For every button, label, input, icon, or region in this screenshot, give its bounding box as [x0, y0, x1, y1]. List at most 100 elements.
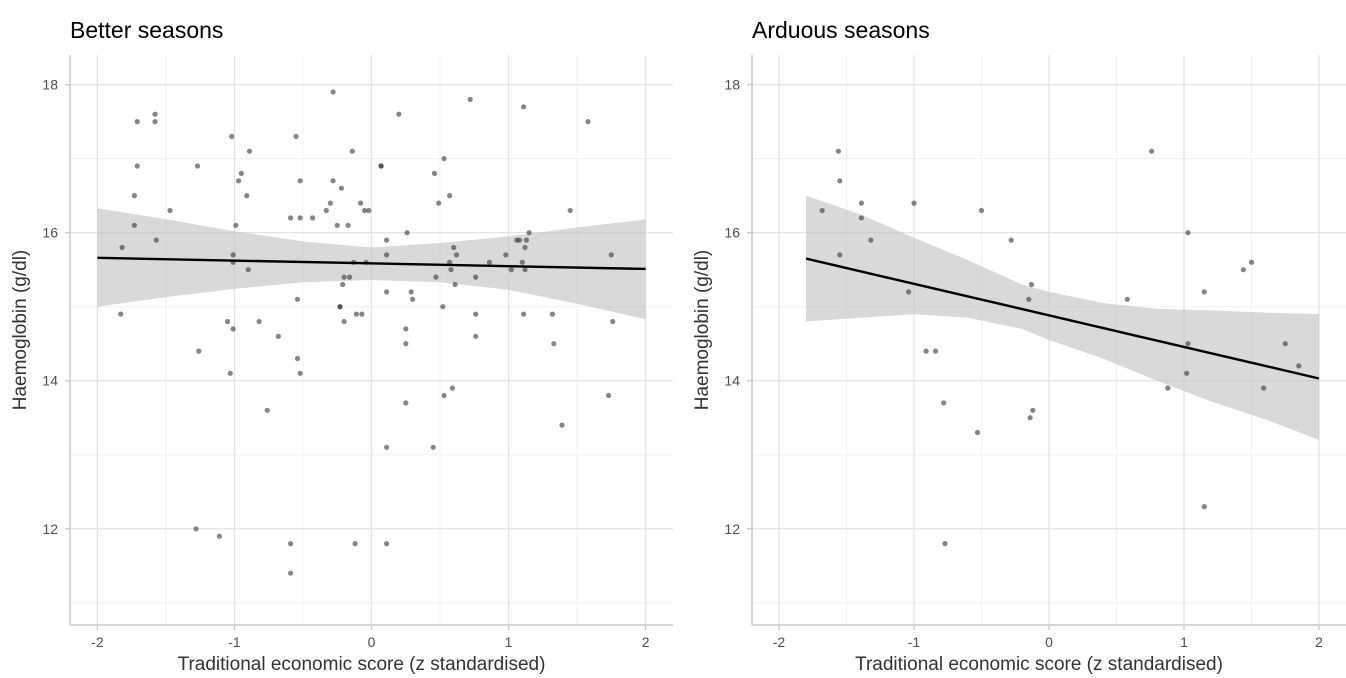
data-point [1030, 407, 1036, 413]
data-point [288, 215, 294, 221]
data-point [1008, 237, 1014, 243]
data-point [933, 348, 939, 354]
data-point [246, 148, 253, 154]
y-axis-title: Haemoglobin (g/dl) [692, 250, 713, 411]
data-point [227, 370, 233, 376]
panel-title: Better seasons [70, 17, 223, 43]
data-point [384, 252, 390, 258]
data-point [131, 222, 137, 228]
data-point [345, 222, 351, 228]
data-point [522, 244, 528, 251]
x-tick-label: 2 [642, 634, 650, 650]
data-point [297, 215, 303, 221]
data-point [194, 163, 201, 169]
data-point [334, 222, 340, 228]
data-point [134, 163, 140, 169]
data-point [486, 259, 492, 265]
data-point [403, 400, 409, 406]
data-point [152, 111, 158, 117]
data-point [1201, 289, 1207, 295]
data-point [297, 178, 303, 184]
data-point [119, 244, 125, 251]
x-tick-label: 0 [368, 634, 376, 650]
panel-title: Arduous seasons [752, 17, 930, 43]
data-point [288, 541, 294, 547]
data-point [244, 193, 250, 199]
data-point [1185, 230, 1191, 236]
data-point [519, 259, 525, 265]
data-point [396, 111, 402, 117]
data-point [1185, 341, 1191, 347]
data-point [353, 311, 359, 317]
data-point [225, 318, 231, 325]
data-point [337, 304, 343, 310]
data-point [410, 296, 416, 302]
data-point [447, 193, 453, 199]
data-point [431, 170, 438, 176]
x-tick-label: 1 [1180, 634, 1188, 650]
data-point [567, 207, 573, 214]
data-point [408, 289, 414, 295]
data-point [338, 185, 344, 191]
y-axis-title: Haemoglobin (g/dl) [10, 250, 31, 411]
data-point [403, 341, 409, 347]
data-point [448, 267, 454, 273]
x-axis-title: Traditional economic score (z standardis… [178, 654, 546, 675]
data-point [357, 200, 364, 206]
x-tick-label: 1 [505, 634, 513, 650]
data-point [467, 96, 473, 102]
data-point [378, 163, 384, 169]
data-point [858, 215, 865, 221]
data-points [118, 89, 616, 576]
data-point [404, 230, 410, 236]
x-axis-title: Traditional economic score (z standardis… [855, 654, 1223, 675]
data-point [330, 178, 336, 184]
data-point [152, 119, 158, 125]
data-point [452, 281, 458, 288]
data-point [835, 148, 842, 154]
data-point [384, 289, 390, 295]
y-tick-label: 16 [42, 225, 58, 241]
data-point [430, 444, 436, 450]
data-point [447, 259, 453, 265]
data-point [347, 274, 353, 280]
data-point [451, 244, 457, 251]
y-tick-label: 18 [42, 77, 58, 93]
regression-line [97, 256, 646, 271]
regression-line [805, 257, 1320, 380]
y-tick-label: 14 [724, 373, 740, 389]
data-point [911, 200, 917, 206]
data-point [1184, 370, 1190, 376]
data-point [1026, 296, 1032, 302]
data-point [819, 207, 825, 214]
y-tick-label: 16 [724, 225, 740, 241]
x-tick-label: -2 [773, 634, 786, 650]
data-point [923, 348, 929, 354]
data-point [245, 267, 251, 273]
data-point [1261, 385, 1267, 391]
data-point [327, 200, 333, 206]
data-point [585, 119, 591, 125]
data-point [330, 89, 336, 95]
data-point [196, 348, 202, 354]
data-point [837, 252, 843, 258]
data-point [1282, 341, 1288, 347]
data-point [608, 252, 614, 258]
data-point [1124, 296, 1130, 302]
data-point [868, 237, 874, 243]
data-point [340, 281, 346, 288]
data-point [256, 318, 262, 325]
y-tick-label: 18 [724, 77, 740, 93]
data-point [559, 422, 565, 428]
data-point [384, 444, 390, 450]
y-tick-label: 12 [42, 521, 58, 537]
data-point [522, 267, 528, 273]
y-tick-label: 12 [724, 521, 740, 537]
data-point [978, 207, 985, 214]
data-point [1248, 259, 1255, 265]
data-point [503, 252, 509, 258]
data-point [362, 207, 368, 214]
